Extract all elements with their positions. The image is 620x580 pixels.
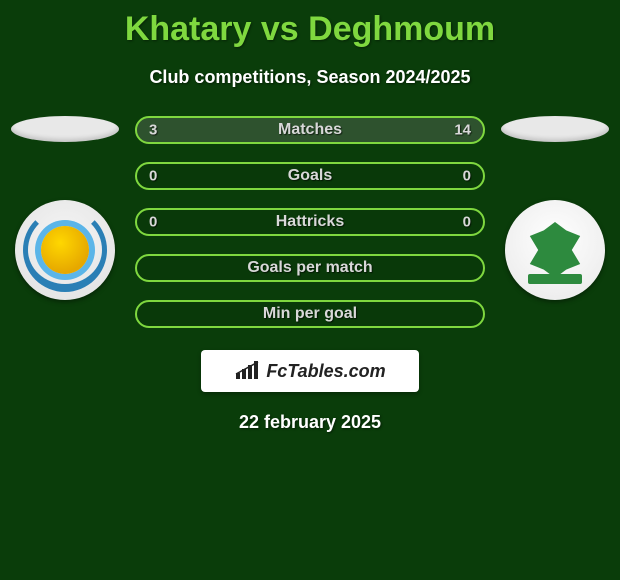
stat-value-left: 0 xyxy=(149,214,157,231)
stat-label: Goals per match xyxy=(137,259,483,277)
source-logo: FcTables.com xyxy=(201,350,419,392)
stat-row: 3Matches14 xyxy=(135,116,485,144)
left-team-crest xyxy=(15,200,115,300)
right-team-crest xyxy=(505,200,605,300)
subtitle: Club competitions, Season 2024/2025 xyxy=(0,67,620,88)
left-column xyxy=(5,116,125,300)
stats-area: 3Matches140Goals00Hattricks0Goals per ma… xyxy=(0,116,620,328)
stat-value-right: 14 xyxy=(454,122,471,139)
date-text: 22 february 2025 xyxy=(0,412,620,433)
stat-label: Min per goal xyxy=(137,305,483,323)
page-title: Khatary vs Deghmoum xyxy=(0,0,620,49)
right-column xyxy=(495,116,615,300)
stat-value-right: 0 xyxy=(463,168,471,185)
stat-value-right: 0 xyxy=(463,214,471,231)
stat-value-left: 3 xyxy=(149,122,157,139)
stat-fill-right xyxy=(198,118,483,142)
right-ellipse-decor xyxy=(501,116,609,142)
stat-row: Min per goal xyxy=(135,300,485,328)
stat-fill-left xyxy=(137,118,198,142)
stat-label: Goals xyxy=(137,167,483,185)
chart-icon xyxy=(234,361,260,381)
stat-value-left: 0 xyxy=(149,168,157,185)
left-ellipse-decor xyxy=(11,116,119,142)
stat-row: 0Hattricks0 xyxy=(135,208,485,236)
stat-row: Goals per match xyxy=(135,254,485,282)
stat-label: Hattricks xyxy=(137,213,483,231)
stat-rows: 3Matches140Goals00Hattricks0Goals per ma… xyxy=(135,116,485,328)
stat-row: 0Goals0 xyxy=(135,162,485,190)
logo-text: FcTables.com xyxy=(266,361,385,382)
